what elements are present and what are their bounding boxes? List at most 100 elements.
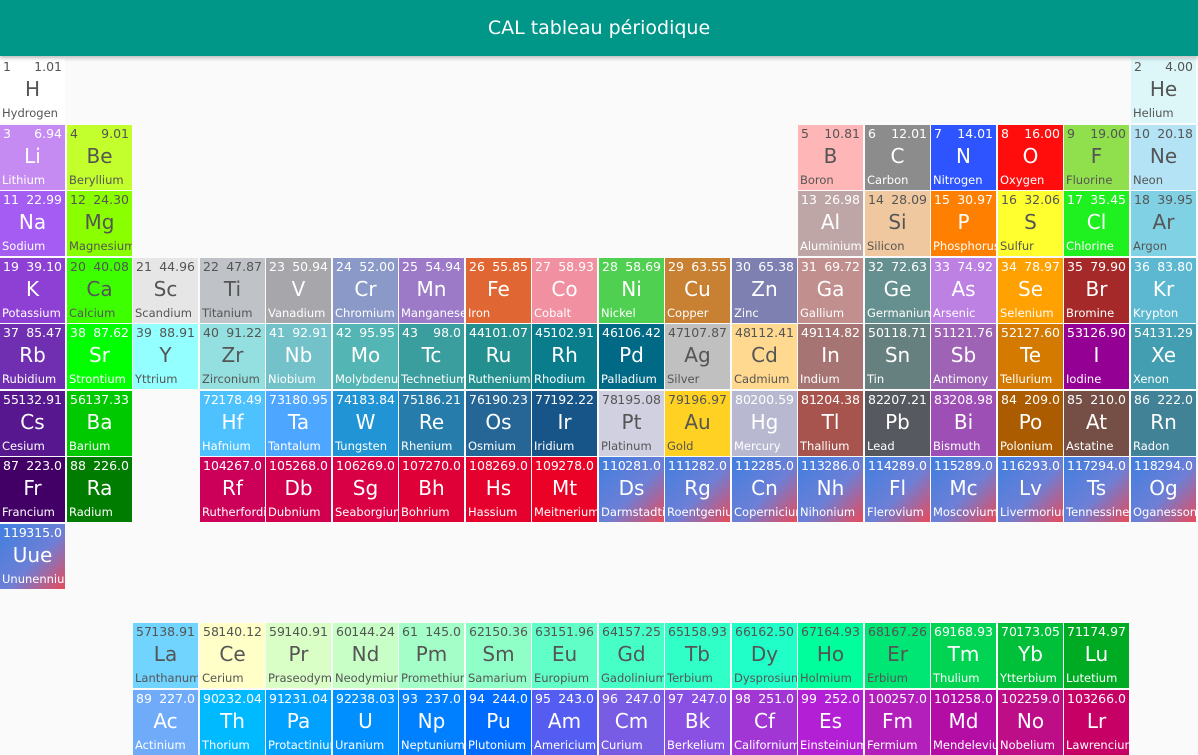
element-tile-ir[interactable]: 77 192.22 Ir Iridium bbox=[532, 391, 597, 456]
element-tile-tl[interactable]: 81 204.38 Tl Thallium bbox=[798, 391, 863, 456]
element-tile-sc[interactable]: 21 44.96 Sc Scandium bbox=[133, 258, 198, 323]
element-tile-mg[interactable]: 12 24.30 Mg Magnesium bbox=[67, 191, 132, 256]
element-tile-pu[interactable]: 94 244.0 Pu Plutonium bbox=[466, 690, 531, 755]
element-tile-rh[interactable]: 45 102.91 Rh Rhodium bbox=[532, 324, 597, 389]
element-tile-s[interactable]: 16 32.06 S Sulfur bbox=[998, 191, 1063, 256]
element-tile-mc[interactable]: 115 289.0 Mc Moscovium bbox=[931, 457, 996, 522]
element-tile-fm[interactable]: 100 257.0 Fm Fermium bbox=[865, 690, 930, 755]
element-tile-os[interactable]: 76 190.23 Os Osmium bbox=[466, 391, 531, 456]
element-tile-pb[interactable]: 82 207.21 Pb Lead bbox=[865, 391, 930, 456]
element-tile-nh[interactable]: 113 286.0 Nh Nihonium bbox=[798, 457, 863, 522]
element-tile-lu[interactable]: 71 174.97 Lu Lutetium bbox=[1064, 623, 1129, 688]
element-tile-f[interactable]: 9 19.00 F Fluorine bbox=[1064, 125, 1129, 190]
element-tile-si[interactable]: 14 28.09 Si Silicon bbox=[865, 191, 930, 256]
element-tile-te[interactable]: 52 127.60 Te Tellurium bbox=[998, 324, 1063, 389]
element-tile-as[interactable]: 33 74.92 As Arsenic bbox=[931, 258, 996, 323]
element-tile-og[interactable]: 118 294.0 Og Oganesson bbox=[1131, 457, 1196, 522]
element-tile-se[interactable]: 34 78.97 Se Selenium bbox=[998, 258, 1063, 323]
element-tile-ho[interactable]: 67 164.93 Ho Holmium bbox=[798, 623, 863, 688]
element-tile-rb[interactable]: 37 85.47 Rb Rubidium bbox=[0, 324, 65, 389]
element-tile-au[interactable]: 79 196.97 Au Gold bbox=[665, 391, 730, 456]
element-tile-ne[interactable]: 10 20.18 Ne Neon bbox=[1131, 125, 1196, 190]
element-tile-ca[interactable]: 20 40.08 Ca Calcium bbox=[67, 258, 132, 323]
element-tile-cs[interactable]: 55 132.91 Cs Cesium bbox=[0, 391, 65, 456]
element-tile-po[interactable]: 84 209.0 Po Polonium bbox=[998, 391, 1063, 456]
element-tile-hf[interactable]: 72 178.49 Hf Hafnium bbox=[200, 391, 265, 456]
element-tile-rn[interactable]: 86 222.0 Rn Radon bbox=[1131, 391, 1196, 456]
element-tile-zr[interactable]: 40 91.22 Zr Zirconium bbox=[200, 324, 265, 389]
element-tile-br[interactable]: 35 79.90 Br Bromine bbox=[1064, 258, 1129, 323]
element-tile-w[interactable]: 74 183.84 W Tungsten bbox=[333, 391, 398, 456]
element-tile-mn[interactable]: 25 54.94 Mn Manganese bbox=[399, 258, 464, 323]
element-tile-he[interactable]: 2 4.00 He Helium bbox=[1131, 58, 1196, 123]
element-tile-co[interactable]: 27 58.93 Co Cobalt bbox=[532, 258, 597, 323]
element-tile-cd[interactable]: 48 112.41 Cd Cadmium bbox=[732, 324, 797, 389]
element-tile-be[interactable]: 4 9.01 Be Beryllium bbox=[67, 125, 132, 190]
element-tile-sr[interactable]: 38 87.62 Sr Strontium bbox=[67, 324, 132, 389]
element-tile-ba[interactable]: 56 137.33 Ba Barium bbox=[67, 391, 132, 456]
element-tile-ra[interactable]: 88 226.0 Ra Radium bbox=[67, 457, 132, 522]
element-tile-np[interactable]: 93 237.0 Np Neptunium bbox=[399, 690, 464, 755]
element-tile-ac[interactable]: 89 227.0 Ac Actinium bbox=[133, 690, 198, 755]
element-tile-tb[interactable]: 65 158.93 Tb Terbium bbox=[665, 623, 730, 688]
element-tile-ag[interactable]: 47 107.87 Ag Silver bbox=[665, 324, 730, 389]
element-tile-bk[interactable]: 97 247.0 Bk Berkelium bbox=[665, 690, 730, 755]
element-tile-i[interactable]: 53 126.90 I Iodine bbox=[1064, 324, 1129, 389]
element-tile-zn[interactable]: 30 65.38 Zn Zinc bbox=[732, 258, 797, 323]
element-tile-db[interactable]: 105 268.0 Db Dubnium bbox=[266, 457, 331, 522]
element-tile-dy[interactable]: 66 162.50 Dy Dysprosium bbox=[732, 623, 797, 688]
element-tile-h[interactable]: 1 1.01 H Hydrogen bbox=[0, 58, 65, 123]
element-tile-ar[interactable]: 18 39.95 Ar Argon bbox=[1131, 191, 1196, 256]
element-tile-no[interactable]: 102 259.0 No Nobelium bbox=[998, 690, 1063, 755]
element-tile-pd[interactable]: 46 106.42 Pd Palladium bbox=[599, 324, 664, 389]
element-tile-la[interactable]: 57 138.91 La Lanthanum bbox=[133, 623, 198, 688]
element-tile-hg[interactable]: 80 200.59 Hg Mercury bbox=[732, 391, 797, 456]
element-tile-gd[interactable]: 64 157.25 Gd Gadolinium bbox=[599, 623, 664, 688]
element-tile-tc[interactable]: 43 98.0 Tc Technetium bbox=[399, 324, 464, 389]
element-tile-ge[interactable]: 32 72.63 Ge Germanium bbox=[865, 258, 930, 323]
element-tile-fl[interactable]: 114 289.0 Fl Flerovium bbox=[865, 457, 930, 522]
element-tile-ni[interactable]: 28 58.69 Ni Nickel bbox=[599, 258, 664, 323]
element-tile-bi[interactable]: 83 208.98 Bi Bismuth bbox=[931, 391, 996, 456]
element-tile-ta[interactable]: 73 180.95 Ta Tantalum bbox=[266, 391, 331, 456]
element-tile-bh[interactable]: 107 270.0 Bh Bohrium bbox=[399, 457, 464, 522]
element-tile-er[interactable]: 68 167.26 Er Erbium bbox=[865, 623, 930, 688]
element-tile-li[interactable]: 3 6.94 Li Lithium bbox=[0, 125, 65, 190]
element-tile-na[interactable]: 11 22.99 Na Sodium bbox=[0, 191, 65, 256]
element-tile-cm[interactable]: 96 247.0 Cm Curium bbox=[599, 690, 664, 755]
element-tile-xe[interactable]: 54 131.29 Xe Xenon bbox=[1131, 324, 1196, 389]
element-tile-at[interactable]: 85 210.0 At Astatine bbox=[1064, 391, 1129, 456]
element-tile-es[interactable]: 99 252.0 Es Einsteinium bbox=[798, 690, 863, 755]
element-tile-nd[interactable]: 60 144.24 Nd Neodymium bbox=[333, 623, 398, 688]
element-tile-mo[interactable]: 42 95.95 Mo Molybdenum bbox=[333, 324, 398, 389]
element-tile-p[interactable]: 15 30.97 P Phosphorus bbox=[931, 191, 996, 256]
element-tile-kr[interactable]: 36 83.80 Kr Krypton bbox=[1131, 258, 1196, 323]
element-tile-cr[interactable]: 24 52.00 Cr Chromium bbox=[333, 258, 398, 323]
element-tile-y[interactable]: 39 88.91 Y Yttrium bbox=[133, 324, 198, 389]
element-tile-ga[interactable]: 31 69.72 Ga Gallium bbox=[798, 258, 863, 323]
element-tile-cf[interactable]: 98 251.0 Cf Californium bbox=[732, 690, 797, 755]
element-tile-al[interactable]: 13 26.98 Al Aluminium bbox=[798, 191, 863, 256]
element-tile-ts[interactable]: 117 294.0 Ts Tennessine bbox=[1064, 457, 1129, 522]
element-tile-sn[interactable]: 50 118.71 Sn Tin bbox=[865, 324, 930, 389]
element-tile-in[interactable]: 49 114.82 In Indium bbox=[798, 324, 863, 389]
element-tile-re[interactable]: 75 186.21 Re Rhenium bbox=[399, 391, 464, 456]
element-tile-k[interactable]: 19 39.10 K Potassium bbox=[0, 258, 65, 323]
element-tile-pm[interactable]: 61 145.0 Pm Promethium bbox=[399, 623, 464, 688]
element-tile-v[interactable]: 23 50.94 V Vanadium bbox=[266, 258, 331, 323]
element-tile-mt[interactable]: 109 278.0 Mt Meitnerium bbox=[532, 457, 597, 522]
element-tile-b[interactable]: 5 10.81 B Boron bbox=[798, 125, 863, 190]
element-tile-u[interactable]: 92 238.03 U Uranium bbox=[333, 690, 398, 755]
element-tile-hs[interactable]: 108 269.0 Hs Hassium bbox=[466, 457, 531, 522]
element-tile-sb[interactable]: 51 121.76 Sb Antimony bbox=[931, 324, 996, 389]
element-tile-sg[interactable]: 106 269.0 Sg Seaborgium bbox=[333, 457, 398, 522]
